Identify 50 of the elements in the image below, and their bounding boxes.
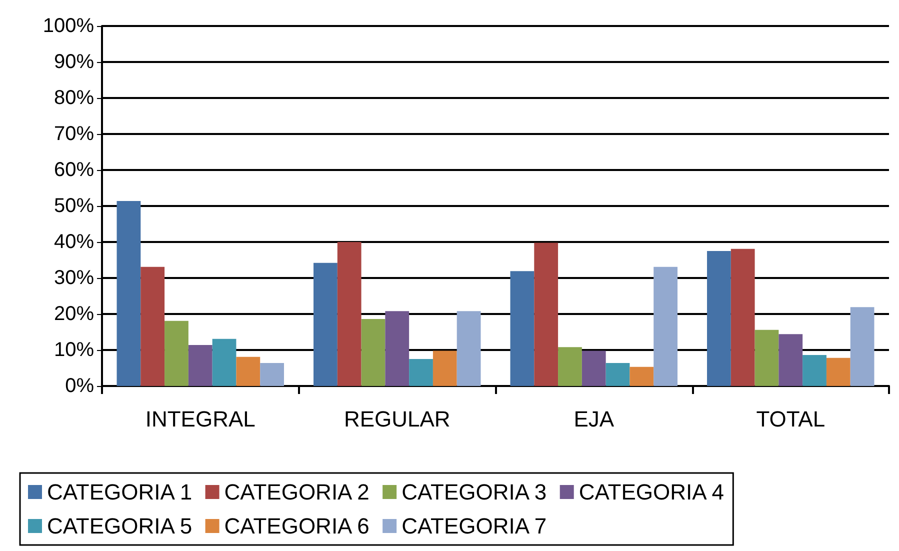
bar (778, 334, 803, 386)
legend-label: CATEGORIA 3 (402, 480, 547, 504)
y-tick-label: 90% (54, 51, 94, 73)
bar (558, 347, 582, 386)
bar (606, 362, 630, 386)
bar (802, 355, 826, 386)
bar (754, 330, 779, 386)
y-tick-label: 80% (54, 87, 94, 109)
y-tick-label: 40% (54, 231, 94, 253)
bar (630, 366, 654, 386)
bar (730, 248, 755, 386)
bar (314, 262, 338, 386)
y-tick-label: 30% (54, 267, 94, 289)
bar (510, 271, 534, 386)
bar (654, 266, 678, 386)
bar (432, 350, 457, 386)
x-tick-label: REGULAR (344, 406, 450, 432)
y-tick-label: 70% (54, 123, 94, 145)
bar (409, 359, 433, 386)
bar (456, 311, 481, 386)
x-tick-label: EJA (574, 406, 614, 432)
bar (582, 350, 606, 386)
y-tick-label: 20% (54, 303, 94, 325)
bar (361, 319, 386, 386)
legend-label: CATEGORIA 2 (224, 480, 370, 504)
bar (164, 320, 188, 386)
bar (826, 358, 850, 386)
bar (116, 200, 141, 386)
bar (260, 362, 284, 386)
legend-label: CATEGORIA 1 (47, 480, 192, 504)
y-tick-label: 60% (54, 159, 94, 181)
bar (212, 338, 236, 386)
legend-label: CATEGORIA 7 (402, 514, 547, 538)
x-tick-label: TOTAL (756, 406, 826, 432)
bar (140, 266, 165, 386)
legend-label: CATEGORIA 5 (47, 514, 192, 538)
y-tick-label: 0% (65, 375, 94, 397)
bar (236, 356, 260, 386)
y-tick-label: 100% (42, 15, 94, 37)
bar (534, 242, 558, 386)
x-tick-label: INTEGRAL (145, 406, 256, 432)
bar (188, 344, 212, 386)
legend-label: CATEGORIA 6 (224, 514, 370, 538)
bar (337, 242, 362, 386)
y-tick-label: 50% (54, 195, 94, 217)
y-tick-label: 10% (54, 339, 94, 361)
bar (707, 251, 731, 386)
bar (385, 311, 410, 386)
bar (850, 307, 874, 386)
legend-label: CATEGORIA 4 (578, 480, 724, 504)
